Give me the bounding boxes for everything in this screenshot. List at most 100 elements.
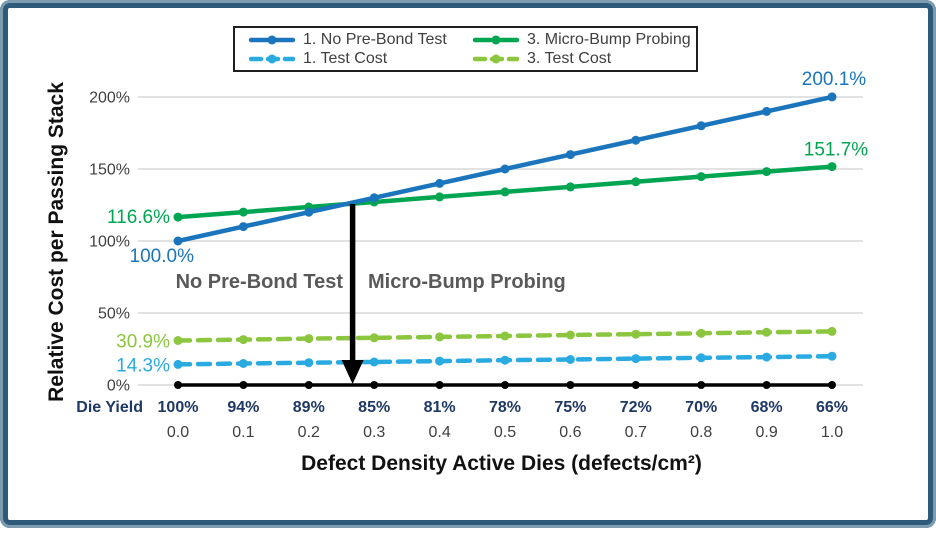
x-tick-label: 0.0 [167, 424, 189, 441]
series-marker [631, 177, 641, 187]
series-marker [304, 334, 314, 344]
legend-line-sample [473, 35, 519, 44]
series-marker [238, 335, 248, 345]
series-marker [762, 167, 772, 177]
x-tick-label: 0.1 [232, 424, 254, 441]
series-marker [827, 351, 837, 361]
x-tick-label: 1.0 [821, 424, 843, 441]
series-marker [435, 192, 445, 202]
series-marker [501, 381, 509, 389]
die-yield-value: 66% [816, 399, 848, 416]
legend-item: 3. Test Cost [473, 49, 694, 67]
legend-item-label: 3. Test Cost [527, 49, 612, 67]
series-marker [696, 328, 706, 338]
die-yield-value: 81% [424, 399, 456, 416]
series-marker [696, 172, 706, 182]
x-tick-label: 0.4 [428, 424, 450, 441]
die-yield-value: 75% [554, 399, 586, 416]
die-yield-value: 78% [489, 399, 521, 416]
series-marker [238, 222, 248, 232]
die-yield-label: Die Yield [76, 399, 143, 416]
x-tick-label: 0.7 [625, 424, 647, 441]
series-marker [565, 355, 575, 364]
series-marker [762, 106, 772, 116]
series-marker [827, 162, 837, 172]
die-yield-value: 100% [158, 399, 199, 416]
series-marker [304, 381, 313, 389]
annotation-left-region: No Pre-Bond Test [175, 271, 343, 293]
series-marker [239, 381, 248, 389]
series-marker [435, 332, 445, 342]
series-marker [369, 333, 379, 343]
y-tick-label: 200% [89, 90, 130, 107]
crossover-arrowhead-icon [341, 360, 364, 384]
point-value-label: 200.1% [802, 69, 867, 90]
series-marker [827, 326, 837, 336]
series-marker [174, 381, 182, 389]
series-marker [500, 331, 510, 341]
series-marker [369, 357, 379, 367]
series-marker [762, 327, 772, 337]
legend-item-label: 1. No Pre-Bond Test [303, 30, 447, 48]
series-marker [370, 381, 379, 389]
point-value-label: 14.3% [116, 355, 170, 376]
legend-item-label: 3. Micro-Bump Probing [527, 30, 691, 48]
series-marker [566, 381, 575, 389]
series-marker [304, 207, 314, 217]
die-yield-value: 85% [358, 399, 390, 416]
series-marker [238, 207, 248, 217]
series-marker [696, 121, 706, 131]
series-marker [435, 381, 444, 389]
die-yield-value: 94% [227, 399, 259, 416]
series-marker [173, 236, 183, 246]
legend-line-sample [249, 54, 295, 63]
x-tick-label: 0.8 [690, 424, 712, 441]
series-marker [565, 182, 575, 192]
x-tick-label: 0.9 [755, 424, 777, 441]
series-marker [238, 359, 248, 368]
series-marker [828, 381, 836, 389]
series-marker [435, 356, 445, 366]
legend-item: 3. Micro-Bump Probing [473, 30, 694, 48]
series-marker [696, 353, 706, 363]
series-marker [631, 381, 640, 389]
series-marker [173, 336, 183, 345]
series-marker [173, 359, 183, 369]
x-tick-label: 0.2 [298, 424, 320, 441]
y-axis-title: Relative Cost per Passing Stack [45, 82, 68, 402]
legend-item-label: 1. Test Cost [303, 49, 388, 67]
series-marker [500, 187, 510, 197]
series-marker [631, 135, 641, 145]
series-marker [762, 352, 772, 362]
series-marker [500, 355, 510, 365]
y-tick-label: 50% [98, 306, 130, 323]
x-tick-label: 0.3 [363, 424, 385, 441]
point-value-label: 100.0% [130, 246, 195, 267]
legend-item: 1. No Pre-Bond Test [249, 30, 473, 48]
x-tick-label: 0.6 [559, 424, 581, 441]
point-value-label: 30.9% [116, 332, 170, 353]
legend-line-sample [473, 54, 519, 63]
y-tick-label: 150% [89, 162, 130, 179]
series-marker [500, 164, 510, 174]
series-marker [697, 381, 706, 389]
series-marker [631, 329, 641, 339]
series-marker [565, 330, 575, 340]
series-marker [827, 92, 837, 102]
series-marker [173, 212, 183, 222]
annotation-right-region: Micro-Bump Probing [368, 271, 566, 293]
series-marker [304, 358, 314, 368]
point-value-label: 116.6% [107, 207, 170, 228]
series-marker [762, 381, 771, 389]
chart-legend: 1. No Pre-Bond Test 3. Micro-Bump Probing… [233, 26, 698, 72]
series-marker [631, 354, 641, 364]
series-marker [369, 193, 379, 203]
y-tick-label: 100% [89, 234, 130, 251]
point-value-label: 151.7% [804, 140, 869, 161]
x-axis-title: Defect Density Active Dies (defects/cm²) [301, 452, 702, 475]
x-tick-label: 0.5 [494, 424, 516, 441]
die-yield-value: 72% [620, 399, 652, 416]
legend-line-sample [249, 35, 295, 44]
